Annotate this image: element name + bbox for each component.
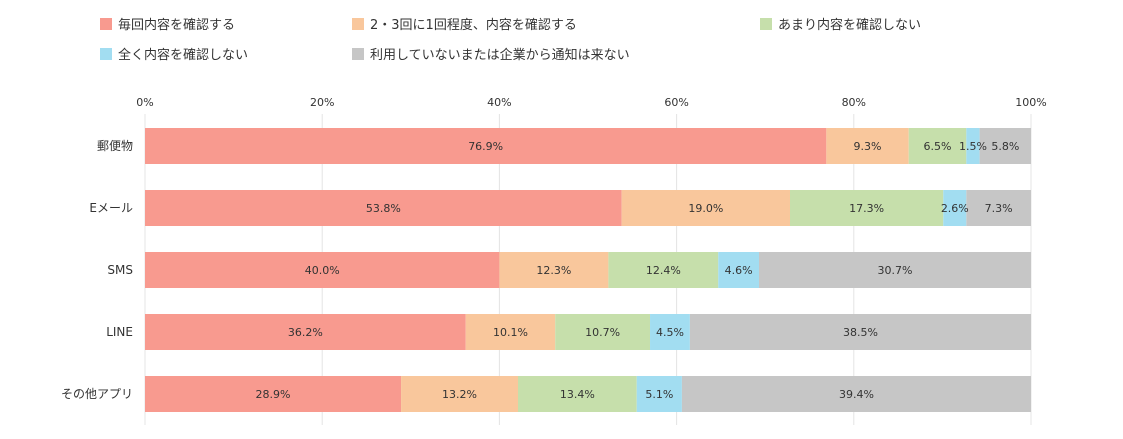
data-label: 4.5%	[656, 326, 684, 339]
bar-segment	[650, 314, 690, 350]
bar-segment	[518, 376, 637, 412]
legend-label-rarely: あまり内容を確認しない	[778, 18, 922, 33]
bar-segment	[145, 190, 622, 226]
data-label: 53.8%	[366, 202, 401, 215]
bar-segment	[499, 252, 609, 288]
category-labels: 郵便物 Eメール SMS LINE その他アプリ	[61, 139, 133, 401]
data-label: 5.8%	[991, 140, 1019, 153]
bar-segment	[401, 376, 519, 412]
data-label: 13.2%	[442, 388, 477, 401]
legend-label-never: 全く内容を確認しない	[118, 48, 249, 63]
legend-item-sometimes: 2・3回に1回程度、内容を確認する	[352, 14, 577, 33]
bar-segment	[681, 376, 1031, 412]
category-label: 郵便物	[97, 139, 133, 153]
data-label: 12.4%	[646, 264, 681, 277]
data-label: 5.1%	[645, 388, 673, 401]
data-label: 4.6%	[725, 264, 753, 277]
category-label: その他アプリ	[61, 387, 133, 401]
legend-item-never: 全く内容を確認しない	[100, 44, 248, 63]
category-label: SMS	[107, 263, 133, 277]
data-label: 7.3%	[985, 202, 1013, 215]
data-label: 13.4%	[560, 388, 595, 401]
bar-segment	[145, 314, 466, 350]
legend-item-daily: 毎回内容を確認する	[100, 14, 235, 33]
bar-segment	[908, 128, 967, 164]
data-label: 39.4%	[839, 388, 874, 401]
bar-segment	[465, 314, 556, 350]
x-tick-label: 0%	[136, 96, 153, 109]
bar-segment	[718, 252, 759, 288]
data-label: 40.0%	[305, 264, 340, 277]
legend-swatch-never	[100, 47, 112, 60]
legend-label-none: 利用していないまたは企業から通知は来ない	[370, 48, 630, 63]
bar-segment	[145, 252, 500, 288]
bar-segment	[758, 252, 1031, 288]
bar-segment	[979, 128, 1031, 164]
category-label: LINE	[106, 325, 133, 339]
legend-swatch-daily	[100, 17, 112, 30]
x-tick-label: 80%	[842, 96, 866, 109]
data-label: 9.3%	[854, 140, 882, 153]
data-label: 2.6%	[941, 202, 969, 215]
x-tick-label: 60%	[664, 96, 688, 109]
bar-segment	[966, 128, 980, 164]
bar-segment	[145, 376, 402, 412]
bar-segment	[608, 252, 719, 288]
bar-segment	[966, 190, 1031, 226]
legend-swatch-none	[352, 47, 364, 60]
bar-segment	[826, 128, 909, 164]
data-label: 76.9%	[468, 140, 503, 153]
data-labels: 76.9% 9.3% 6.5% 1.5% 5.8% 53.8% 19.0% 17.3% 2.6%…	[256, 140, 1020, 401]
x-tick-label: 100%	[1015, 96, 1046, 109]
data-label: 12.3%	[536, 264, 571, 277]
data-label: 19.0%	[688, 202, 723, 215]
legend-swatch-rarely	[760, 17, 772, 30]
bar-segment	[621, 190, 791, 226]
data-label: 28.9%	[256, 388, 291, 401]
legend-label-daily: 毎回内容を確認する	[118, 18, 236, 33]
data-label: 38.5%	[843, 326, 878, 339]
data-label: 36.2%	[288, 326, 323, 339]
chart-legend: 毎回内容を確認する 2・3回に1回程度、内容を確認する あまり内容を確認しない …	[0, 0, 1123, 70]
data-label: 30.7%	[878, 264, 913, 277]
x-tick-label: 20%	[310, 96, 334, 109]
legend-item-none: 利用していないまたは企業から通知は来ない	[352, 44, 630, 63]
x-axis-tick-labels: 0% 20% 40% 60% 80% 100%	[136, 96, 1046, 109]
data-label: 1.5%	[959, 140, 987, 153]
legend-swatch-sometimes	[352, 17, 364, 30]
data-label: 10.1%	[493, 326, 528, 339]
x-tick-label: 40%	[487, 96, 511, 109]
bar-segment	[636, 376, 682, 412]
legend-item-rarely: あまり内容を確認しない	[760, 14, 921, 33]
bar-segment	[790, 190, 944, 226]
data-label: 10.7%	[585, 326, 620, 339]
category-label: Eメール	[89, 201, 133, 215]
bar-segments	[145, 128, 1031, 412]
bar-segment	[145, 128, 827, 164]
bar-segment	[943, 190, 967, 226]
data-label: 6.5%	[924, 140, 952, 153]
bar-segment	[555, 314, 651, 350]
data-label: 17.3%	[849, 202, 884, 215]
bar-segment	[689, 314, 1031, 350]
legend-label-sometimes: 2・3回に1回程度、内容を確認する	[370, 18, 577, 33]
